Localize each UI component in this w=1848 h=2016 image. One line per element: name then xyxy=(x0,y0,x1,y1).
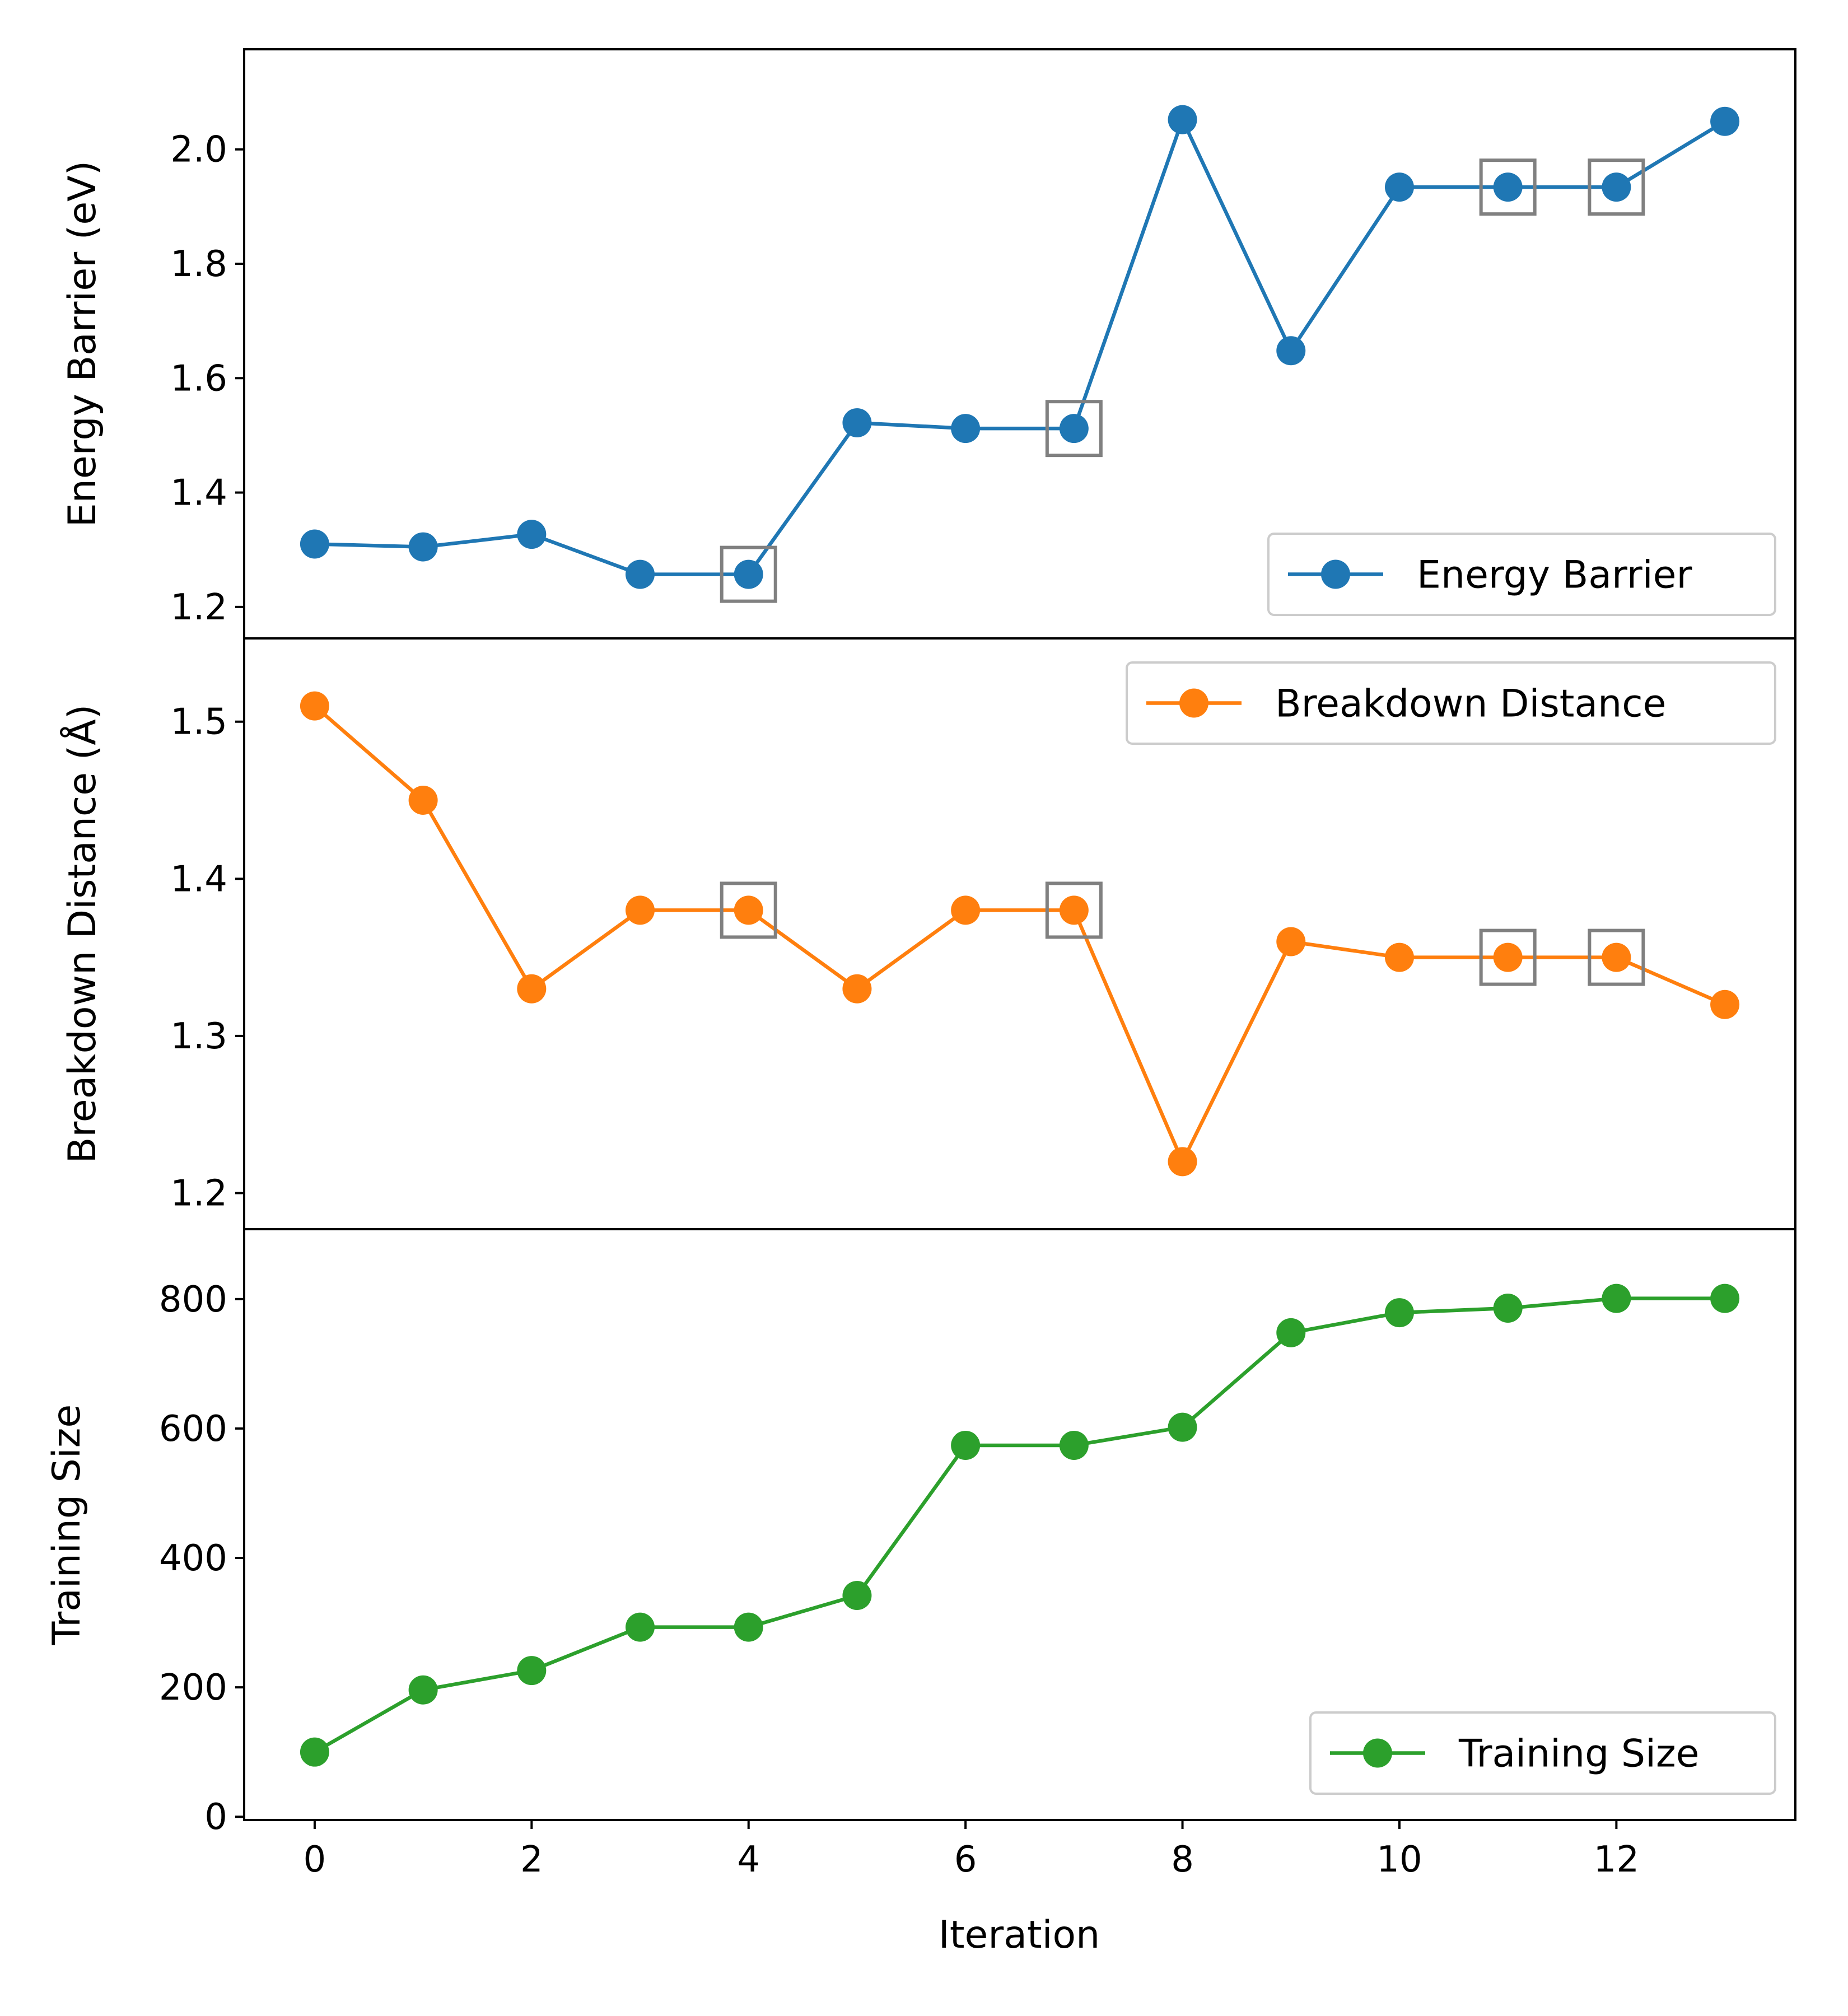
data-point xyxy=(408,1675,438,1705)
data-point xyxy=(1059,1430,1089,1460)
series-line xyxy=(313,704,1726,1164)
data-point xyxy=(626,1612,655,1642)
data-point xyxy=(951,1430,981,1460)
legend-box xyxy=(1267,533,1776,616)
data-point xyxy=(842,974,872,1004)
panel-1: 1.2 1.4 1.6 1.8 2.0 Energy Barrier (eV) Energy… xyxy=(60,48,1796,640)
series-line xyxy=(314,118,1726,576)
y-tick-label: 1.3 xyxy=(170,1016,227,1057)
data-point xyxy=(1168,105,1197,134)
data-point xyxy=(626,559,655,589)
y-tick-label: 1.2 xyxy=(170,587,227,628)
x-tick-label: 12 xyxy=(1594,1839,1639,1880)
y-tick-label: 1.2 xyxy=(170,1173,227,1214)
y-tick-label: 1.5 xyxy=(170,702,227,743)
data-point xyxy=(734,559,763,589)
data-point xyxy=(842,1581,872,1611)
panel-3: 0 200 400 600 800 Training Size Training Size xyxy=(45,1228,1796,1838)
x-tick-label: 6 xyxy=(954,1839,977,1880)
legend: Energy Barrier xyxy=(1267,533,1776,616)
legend-marker xyxy=(1363,1738,1392,1768)
highlight-marker xyxy=(1588,158,1645,216)
y-tick-label: 0 xyxy=(204,1796,227,1838)
legend-marker xyxy=(1179,688,1208,718)
legend-box xyxy=(1309,1711,1776,1795)
y-tick-label: 1.6 xyxy=(170,358,227,399)
data-point xyxy=(517,1656,547,1686)
legend: Breakdown Distance xyxy=(1126,661,1776,745)
highlight-marker xyxy=(1479,158,1537,216)
data-point xyxy=(1493,172,1523,202)
legend: Training Size xyxy=(1309,1711,1776,1795)
x-tick-label: 10 xyxy=(1376,1839,1422,1880)
y-tick-label: 200 xyxy=(159,1667,227,1709)
x-tick-label: 0 xyxy=(304,1839,326,1880)
y-tick-label: 400 xyxy=(159,1538,227,1579)
data-point xyxy=(1710,106,1740,136)
data-point xyxy=(408,786,438,815)
series-line xyxy=(314,1296,1725,1754)
data-point xyxy=(951,414,981,444)
y-axis-label: Training Size xyxy=(45,1404,89,1646)
plot-frame xyxy=(243,1228,1796,1821)
y-tick-label: 1.4 xyxy=(170,473,227,514)
data-point xyxy=(1168,1147,1197,1177)
y-tick-label: 600 xyxy=(159,1408,227,1450)
data-point xyxy=(517,974,547,1004)
data-point xyxy=(408,532,438,562)
data-point xyxy=(734,1612,763,1642)
data-point xyxy=(626,895,655,925)
data-point xyxy=(1384,172,1414,202)
legend-label: Energy Barrier xyxy=(1417,553,1692,598)
panels: 1.2 1.4 1.6 1.8 2.0 Energy Barrier (eV) Energy… xyxy=(45,48,1796,1838)
data-point xyxy=(300,1737,329,1767)
legend-marker xyxy=(1321,559,1350,589)
data-point xyxy=(734,895,763,925)
data-point xyxy=(1602,1284,1631,1313)
data-point xyxy=(1276,336,1306,366)
x-axis-label: Iteration xyxy=(939,1913,1100,1957)
highlight-marker xyxy=(1588,928,1645,986)
data-point xyxy=(1276,1318,1306,1347)
data-point xyxy=(1493,1293,1523,1323)
y-tick-label: 1.4 xyxy=(170,858,227,900)
y-tick-label: 2.0 xyxy=(170,129,227,171)
data-point xyxy=(1384,942,1414,972)
highlight-marker xyxy=(720,545,777,603)
data-point xyxy=(1493,942,1523,972)
data-point xyxy=(1602,942,1631,972)
y-axis-label: Breakdown Distance (Å) xyxy=(59,704,105,1164)
data-point xyxy=(1168,1412,1197,1442)
x-tick-label: 2 xyxy=(520,1839,543,1880)
data-point xyxy=(951,895,981,925)
data-point xyxy=(1602,172,1631,202)
data-point xyxy=(1059,895,1089,925)
data-point xyxy=(1710,990,1740,1019)
highlight-marker xyxy=(720,881,777,939)
y-tick-label: 800 xyxy=(159,1279,227,1320)
highlight-marker xyxy=(1045,400,1103,458)
highlight-marker xyxy=(1045,881,1103,939)
data-point xyxy=(1384,1298,1414,1328)
data-point xyxy=(1710,1284,1740,1313)
x-tick-label: 8 xyxy=(1171,1839,1194,1880)
panel-2: 1.2 1.3 1.4 1.5 Breakdown Distance (Å) Breakd… xyxy=(59,637,1796,1230)
data-point xyxy=(300,529,329,559)
legend-box xyxy=(1126,661,1776,745)
highlight-marker xyxy=(1479,928,1537,986)
y-tick-label: 1.8 xyxy=(170,244,227,285)
x-axis: 0 2 4 6 8 10 12 xyxy=(304,1820,1639,1880)
data-point xyxy=(842,408,872,437)
y-axis-label: Energy Barrier (eV) xyxy=(60,161,105,527)
legend-label: Training Size xyxy=(1458,1732,1700,1776)
data-point xyxy=(300,691,329,721)
data-point xyxy=(1276,927,1306,956)
x-tick-label: 4 xyxy=(737,1839,760,1880)
legend-label: Breakdown Distance xyxy=(1275,682,1666,726)
data-point xyxy=(1059,414,1089,444)
data-point xyxy=(517,520,547,549)
